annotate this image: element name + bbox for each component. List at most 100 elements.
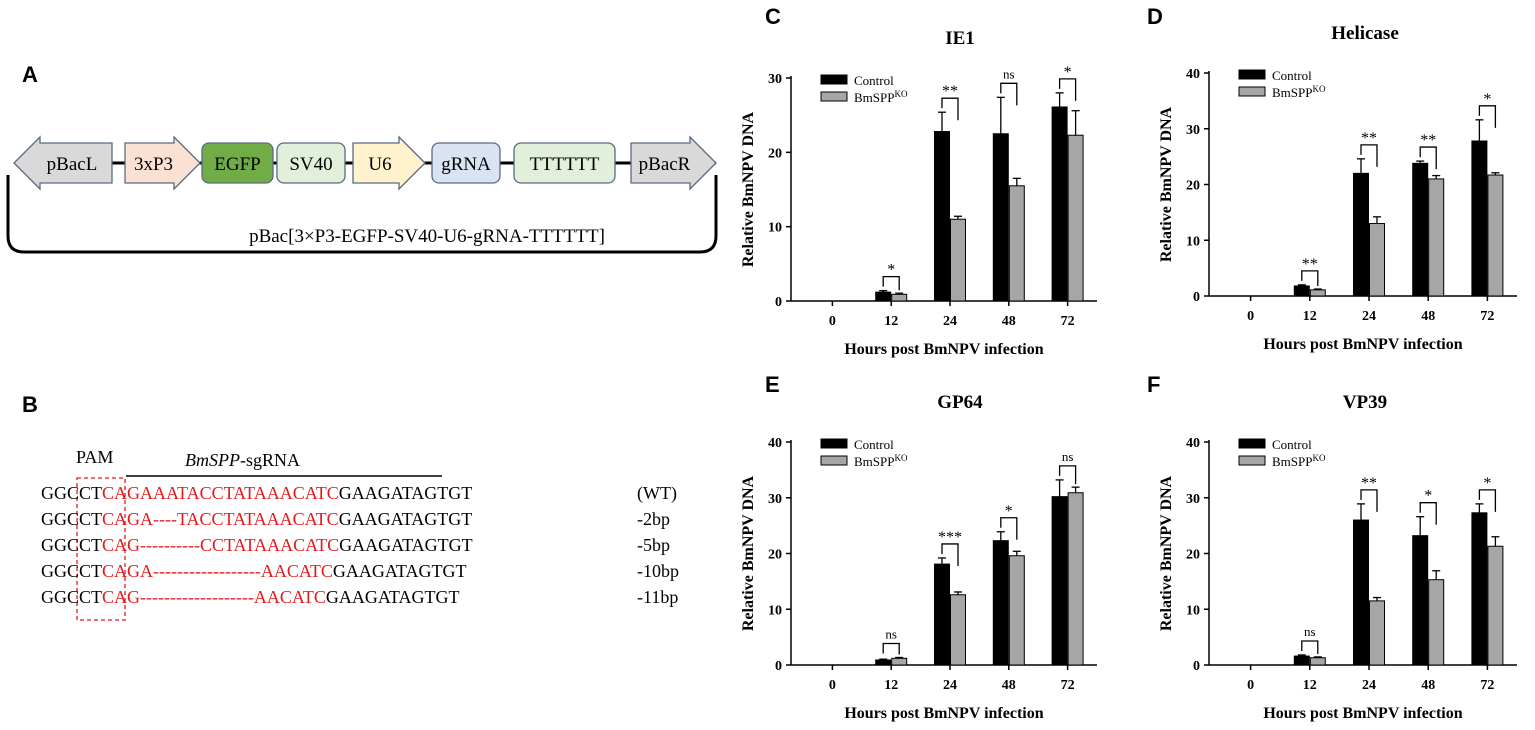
significance-bracket	[1360, 489, 1378, 512]
element-label: 3xP3	[134, 154, 173, 175]
y-tick-label: 10	[768, 221, 782, 236]
y-tick-label: 20	[768, 548, 782, 563]
seq-pre: GGCCT	[41, 561, 102, 581]
seq-target: CAGA----TACCTATAAACATC	[102, 509, 339, 529]
bar	[1067, 492, 1084, 666]
y-tick-label: 0	[775, 295, 782, 310]
panel-label: F	[1147, 372, 1160, 397]
legend-swatch	[820, 74, 848, 85]
x-tick-label: 72	[1480, 678, 1494, 693]
x-tick-label: 0	[829, 314, 836, 329]
seq-post: GAAGATAGTGT	[339, 535, 473, 555]
legend-label: BmSPPKO	[854, 89, 908, 105]
significance-bracket	[941, 543, 959, 566]
cassette: pBacL 3xP3 EGFP SV40 U6 gRNA TTTTTT pBacR	[13, 135, 717, 191]
x-tick-label: 0	[829, 678, 836, 693]
seq-target: CAG----------CCTATAAACATC	[102, 535, 339, 555]
y-tick-label: 10	[1186, 234, 1200, 249]
bar	[950, 594, 966, 666]
seq-post: GAAGATAGTGT	[339, 509, 473, 529]
element-shape	[352, 135, 426, 191]
mutation-note: -11bp	[637, 587, 678, 607]
element-shape	[124, 135, 201, 191]
sequence-rows: GGCCTCAGAAATACCTATAAACATCGAAGATAGTGT (WT)…	[41, 483, 679, 607]
y-axis-label: Relative BmNPV DNA	[740, 475, 757, 631]
bar	[1369, 223, 1385, 297]
charts: C IE1 0 10 20 30 0 12 24 48 72 Hours post BmNPV inf…	[740, 4, 1517, 722]
bar	[1412, 162, 1429, 297]
sequence-row: GGCCTCAG-------------------AACATCGAAGATA…	[41, 587, 459, 607]
x-tick-label: 12	[884, 314, 898, 329]
sgrna-label: BmSPP-sgRNA	[185, 450, 300, 470]
x-tick-label: 48	[1002, 314, 1016, 329]
significance-label: ns	[885, 626, 897, 641]
significance-label: **	[1361, 475, 1377, 492]
legend-label: BmSPPKO	[854, 453, 908, 469]
legend-name: BmSPP	[854, 90, 894, 105]
plasmid-name: pBac[3×P3-EGFP-SV40-U6-gRNA-TTTTTT]	[249, 226, 605, 247]
legend-label: BmSPPKO	[1272, 453, 1326, 469]
bar	[1309, 289, 1326, 297]
panel-a: A pBacL 3xP3 EGFP SV40 U6 gRNA TTTTTT pBacR pBa…	[6, 62, 718, 254]
mutation-note: (WT)	[637, 483, 677, 504]
significance-label: **	[1302, 256, 1318, 273]
chart-d: D Helicase 0 10 20 30 40 0 12 24 48 72 Hours post Bm…	[1147, 4, 1517, 353]
significance-label: *	[1064, 64, 1072, 81]
legend-label: Control	[1272, 437, 1312, 452]
plasmid-backbone	[6, 175, 718, 254]
y-tick-label: 40	[1186, 67, 1200, 82]
x-tick-label: 24	[943, 678, 957, 693]
significance-bracket	[1301, 270, 1319, 287]
x-axis-label: Hours post BmNPV infection	[1263, 336, 1462, 353]
x-tick-label: 24	[1362, 309, 1376, 324]
y-tick-label: 20	[1186, 179, 1200, 194]
bar	[1067, 134, 1084, 302]
sequence-row: GGCCTCAGAAATACCTATAAACATCGAAGATAGTGT	[41, 483, 472, 503]
x-axis-label: Hours post BmNPV infection	[1263, 705, 1462, 722]
mutation-note: -10bp	[637, 561, 679, 581]
chart-title: VP39	[1343, 392, 1387, 413]
bar	[1412, 535, 1429, 666]
x-tick-label: 48	[1421, 309, 1435, 324]
y-tick-label: 20	[768, 146, 782, 161]
significance-bracket	[1478, 489, 1497, 512]
bar	[950, 218, 966, 302]
x-tick-label: 72	[1480, 309, 1494, 324]
bar	[1369, 600, 1385, 666]
legend-swatch	[1238, 86, 1266, 97]
significance-label: ns	[1062, 449, 1074, 464]
bar	[1051, 106, 1068, 302]
significance-label: **	[942, 83, 958, 100]
y-tick-label: 20	[1186, 548, 1200, 563]
element-shape	[201, 142, 274, 184]
y-tick-label: 30	[1186, 492, 1200, 507]
x-axis-label: Hours post BmNPV infection	[844, 705, 1043, 722]
legend-name: Control	[1272, 68, 1312, 83]
x-tick-label: 12	[1303, 678, 1317, 693]
mutation-note: -5bp	[637, 535, 670, 555]
significance-bracket	[1478, 105, 1497, 128]
x-tick-label: 48	[1421, 678, 1435, 693]
x-tick-label: 72	[1061, 314, 1075, 329]
significance-bracket	[1360, 144, 1378, 167]
bar	[1008, 555, 1025, 666]
panel-b: B PAM BmSPP-sgRNA GGCCTCAGAAATACCTATAAAC…	[22, 392, 679, 621]
significance-bracket	[882, 642, 900, 655]
legend-swatch	[1238, 438, 1266, 449]
significance-bracket	[941, 97, 959, 121]
significance-label: *	[1483, 475, 1491, 492]
legend-superscript: KO	[1312, 453, 1325, 463]
bar	[1428, 178, 1445, 297]
panel-label: C	[765, 4, 781, 29]
bar	[1428, 579, 1445, 666]
element-shape	[13, 135, 113, 191]
y-tick-label: 40	[768, 436, 782, 451]
legend-label: Control	[854, 73, 894, 88]
panel-label: D	[1147, 4, 1163, 29]
legend-swatch	[1238, 69, 1266, 80]
x-tick-label: 12	[1303, 309, 1317, 324]
y-tick-label: 10	[1186, 603, 1200, 618]
seq-target: CAG-------------------AACATC	[102, 587, 326, 607]
bar	[992, 133, 1009, 302]
legend-superscript: KO	[894, 453, 907, 463]
